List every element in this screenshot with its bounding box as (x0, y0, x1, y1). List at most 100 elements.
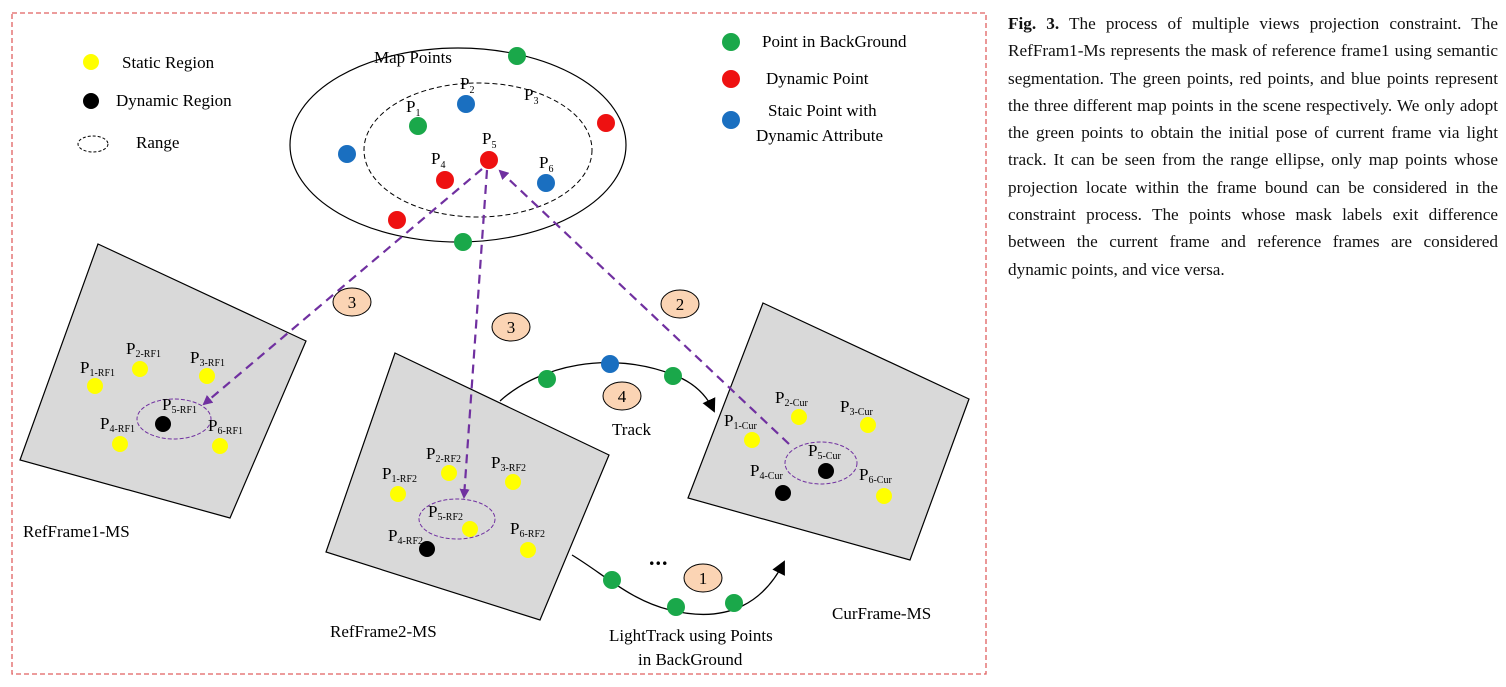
curframe-label-p5: P5-Cur (808, 441, 841, 462)
track-curve (499, 362, 716, 413)
legend-blue-label-2: Dynamic Attribute (756, 126, 883, 145)
refframe2: P1-RF2 P2-RF2 P3-RF2 P5-RF2 P4-RF2 P6-RF… (325, 352, 610, 641)
track-blue (601, 355, 619, 373)
lighttrack-ellipsis: ... (649, 545, 669, 570)
refframe1-range (136, 398, 212, 440)
refframe1-box (19, 243, 307, 519)
map-blue-p6 (537, 174, 555, 192)
step-label-1: 1 (699, 569, 708, 588)
map-label-p5: P5 (482, 129, 496, 151)
figure-border (11, 12, 987, 675)
curframe-label-p6: P6-Cur (859, 465, 892, 486)
legend-red-label: Dynamic Point (766, 69, 869, 88)
step-label-2: 2 (676, 295, 685, 314)
refframe1-label-p3: P3-RF1 (190, 348, 225, 369)
map-green-p1 (409, 117, 427, 135)
map-range-ellipse (363, 82, 593, 218)
refframe1-label-p4: P4-RF1 (100, 414, 135, 435)
curframe-range (784, 441, 858, 485)
refframe1: P1-RF1 P2-RF1 P3-RF1 P5-RF1 P4-RF1 P6-RF… (19, 243, 307, 541)
lighttrack-green-2 (667, 598, 685, 616)
refframe2-label-p1: P1-RF2 (382, 464, 417, 485)
caption-label: Fig. 3. (1008, 14, 1060, 33)
legend-blue-label-1: Staic Point with (768, 101, 877, 120)
refframe2-p5 (462, 521, 478, 537)
refframe1-p3 (199, 368, 215, 384)
refframe2-p3 (505, 474, 521, 490)
refframe1-p4 (112, 436, 128, 452)
refframe1-p5 (155, 416, 171, 432)
legend-red-dot (722, 70, 740, 88)
curframe-name: CurFrame-MS (832, 604, 931, 623)
figure-diagram: Static Region Dynamic Region Range Point… (11, 12, 987, 675)
curframe-p6 (876, 488, 892, 504)
refframe2-name: RefFrame2-MS (330, 622, 437, 641)
map-label-p2: P2 (460, 74, 474, 96)
step-badge-3-center (491, 312, 531, 342)
refframe1-label-p1: P1-RF1 (80, 358, 115, 379)
step-badges: 3 3 2 4 1 (332, 287, 723, 593)
map-label-p4: P4 (431, 149, 445, 171)
lighttrack-path: ... LightTrack using Points in BackGroun… (571, 545, 785, 669)
refframe2-label-p2: P2-RF2 (426, 444, 461, 465)
step-badge-2 (660, 289, 700, 319)
map-red-p4 (436, 171, 454, 189)
legend-range-label: Range (136, 133, 179, 152)
map-points-label: Map Points (374, 48, 452, 67)
map-green-outside-top (508, 47, 526, 65)
legend-green-label: Point in BackGround (762, 32, 907, 51)
step-badge-4 (602, 381, 642, 411)
lighttrack-green-1 (603, 571, 621, 589)
legend-range-ellipse (77, 135, 109, 153)
track-path: Track (499, 355, 716, 439)
refframe1-p6 (212, 438, 228, 454)
legend-left: Static Region Dynamic Region Range (77, 53, 232, 153)
curframe-p2 (791, 409, 807, 425)
projection-arrows (202, 168, 790, 499)
curframe-label-p4: P4-Cur (750, 461, 783, 482)
map-label-p3: P3 (524, 85, 538, 107)
refframe1-name: RefFrame1-MS (23, 522, 130, 541)
map-label-p1: P1 (406, 97, 420, 119)
refframe2-range (418, 498, 496, 540)
lighttrack-label-2: in BackGround (638, 650, 743, 669)
curframe-label-p2: P2-Cur (775, 388, 808, 409)
track-green-2 (664, 367, 682, 385)
refframe1-label-p2: P2-RF1 (126, 339, 161, 360)
track-label: Track (612, 420, 652, 439)
step-label-3-center: 3 (507, 318, 516, 337)
map-label-p6: P6 (539, 153, 553, 175)
refframe2-label-p4: P4-RF2 (388, 526, 423, 547)
map-red-outside-bottom (388, 211, 406, 229)
map-points-ellipse (289, 47, 627, 243)
curframe-p1 (744, 432, 760, 448)
refframe2-p4 (419, 541, 435, 557)
legend-dynamic-dot (83, 93, 99, 109)
legend-static-label: Static Region (122, 53, 215, 72)
legend-blue-dot (722, 111, 740, 129)
legend-static-dot (83, 54, 99, 70)
refframe2-p1 (390, 486, 406, 502)
track-green-1 (538, 370, 556, 388)
arrow-step3-refframe1 (202, 168, 483, 406)
map-blue-p2 (457, 95, 475, 113)
curframe-label-p3: P3-Cur (840, 397, 873, 418)
map-red-p5 (480, 151, 498, 169)
refframe2-label-p5: P5-RF2 (428, 502, 463, 523)
refframe2-box (325, 352, 610, 621)
lighttrack-label-1: LightTrack using Points (609, 626, 773, 645)
arrow-step3-refframe2 (459, 169, 489, 499)
map-red-outside-right (597, 114, 615, 132)
refframe2-label-p3: P3-RF2 (491, 453, 526, 474)
curframe: P1-Cur P2-Cur P3-Cur P5-Cur P4-Cur P6-Cu… (687, 302, 970, 623)
step-label-3-left: 3 (348, 293, 357, 312)
legend-dynamic-label: Dynamic Region (116, 91, 232, 110)
arrow-step2-curframe (498, 169, 790, 445)
refframe2-p2 (441, 465, 457, 481)
caption-text: The process of multiple views projection… (1008, 14, 1498, 279)
map-green-outside-bottom (454, 233, 472, 251)
refframe2-p6 (520, 542, 536, 558)
curframe-box (687, 302, 970, 561)
figure-caption: Fig. 3. The process of multiple views pr… (1008, 10, 1498, 283)
step-badge-3-left (332, 287, 372, 317)
